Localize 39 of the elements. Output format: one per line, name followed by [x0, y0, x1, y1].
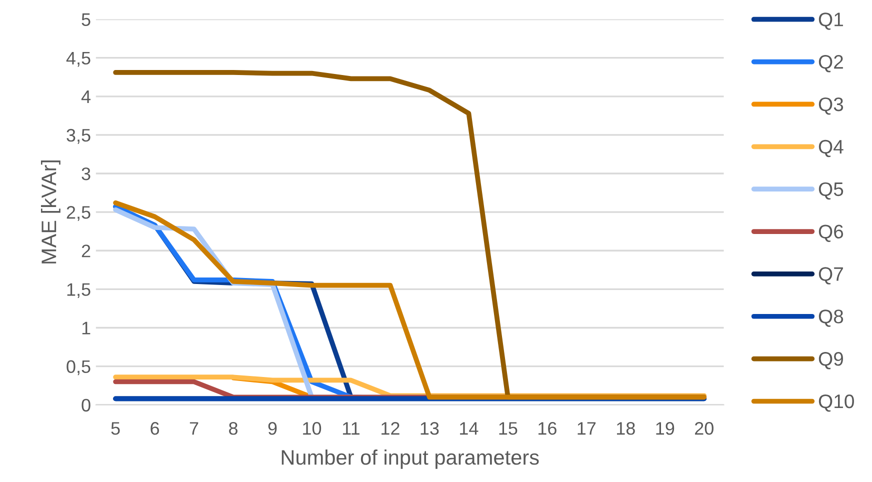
- y-tick-label: 0,5: [66, 360, 90, 376]
- x-tick-label: 13: [420, 422, 439, 435]
- y-tick-label: 1,5: [67, 283, 90, 298]
- legend-label: Q10: [818, 394, 854, 412]
- x-tick-label: 19: [656, 422, 674, 435]
- legend-label: Q9: [818, 352, 843, 370]
- legend-label: Q7: [818, 267, 843, 284]
- x-tick-label: 14: [460, 422, 478, 435]
- x-tick-label: 6: [150, 422, 160, 435]
- x-tick-label: 9: [268, 422, 277, 435]
- y-tick-label: 3,5: [66, 128, 90, 144]
- x-axis-title: Number of input parameters: [282, 449, 539, 469]
- x-tick-label: 17: [578, 422, 596, 435]
- legend-label: Q2: [818, 55, 843, 72]
- x-tick-label: 7: [190, 422, 198, 435]
- x-tick-label: 8: [229, 422, 238, 435]
- x-tick-label: 16: [538, 422, 556, 435]
- x-tick-label: 20: [695, 422, 714, 435]
- y-tick-label: 2: [82, 244, 90, 258]
- legend-label: Q1: [818, 12, 843, 30]
- y-tick-label: 3: [82, 167, 90, 180]
- y-tick-label: 1: [82, 322, 90, 334]
- y-axis-title: MAE [kVAr]: [40, 160, 60, 264]
- y-tick-label: 0: [82, 398, 90, 412]
- x-tick-label: 10: [303, 422, 322, 435]
- legend-label: Q6: [818, 224, 844, 242]
- legend-label: Q5: [818, 182, 844, 200]
- y-tick-label: 5: [82, 13, 90, 26]
- x-tick-label: 5: [111, 422, 120, 435]
- x-tick-label: 12: [382, 422, 400, 435]
- legend-label: Q4: [818, 140, 844, 158]
- x-tick-label: 11: [342, 422, 360, 435]
- x-tick-label: 18: [616, 422, 635, 435]
- legend-label: Q3: [818, 97, 844, 115]
- y-tick-label: 2,5: [66, 206, 90, 221]
- y-tick-label: 4,5: [66, 52, 90, 67]
- legend-label: Q8: [818, 310, 844, 327]
- x-tick-label: 15: [499, 422, 518, 435]
- y-tick-label: 4: [81, 90, 91, 103]
